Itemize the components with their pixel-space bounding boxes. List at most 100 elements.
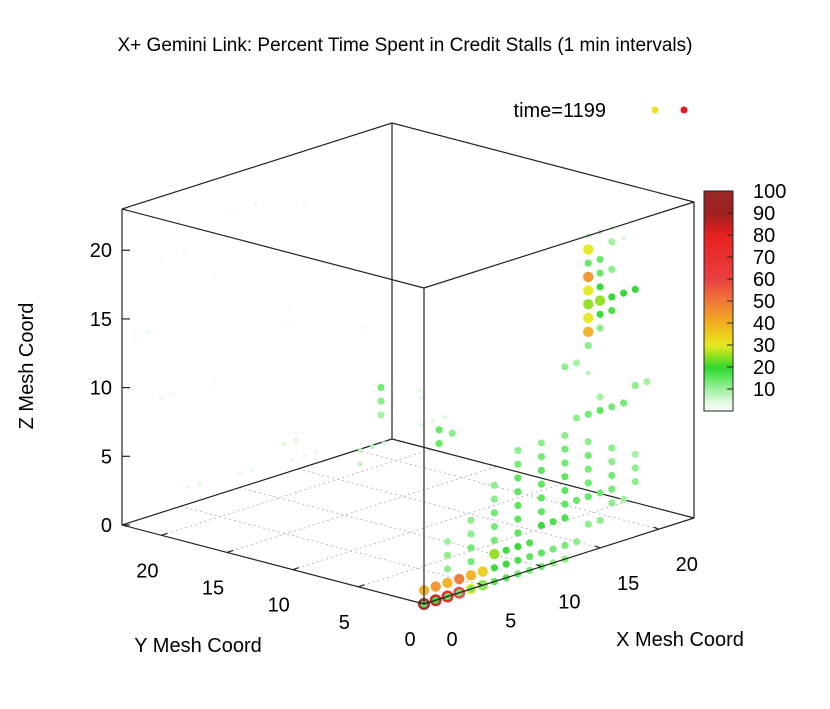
grid-line-y xyxy=(226,466,498,553)
base-grid xyxy=(161,448,659,588)
data-point xyxy=(584,479,592,487)
colorbar-segment xyxy=(704,320,733,324)
z-tick-label: 10 xyxy=(90,378,112,400)
data-point xyxy=(584,259,592,267)
data-point xyxy=(537,494,546,502)
colorbar-segment xyxy=(704,228,733,231)
data-point xyxy=(313,449,319,455)
colorbar-segment xyxy=(704,224,733,227)
colorbar-segment xyxy=(704,369,733,372)
colorbar-segment xyxy=(704,340,733,344)
colorbar-segment xyxy=(704,239,733,242)
colorbar-segment xyxy=(704,292,733,295)
data-point xyxy=(585,370,591,376)
data-point xyxy=(467,558,475,566)
data-point xyxy=(561,473,569,481)
colorbar-segment xyxy=(704,349,733,352)
data-point xyxy=(631,478,639,486)
x-tick-label: 15 xyxy=(617,573,639,595)
colorbar-segment xyxy=(704,270,733,273)
data-point xyxy=(608,293,616,301)
colorbar-segment xyxy=(704,197,733,201)
x-tick-label: 0 xyxy=(446,629,457,651)
colorbar-segment xyxy=(704,406,733,410)
data-point xyxy=(159,258,164,263)
data-point xyxy=(631,382,639,390)
colorbar-segment xyxy=(704,362,733,366)
box-edge xyxy=(391,438,695,519)
colorbar-segment xyxy=(704,309,733,313)
colorbar-segment xyxy=(704,213,733,216)
data-point xyxy=(197,481,202,486)
colorbar-segment xyxy=(704,274,733,278)
colorbar-segment xyxy=(704,246,733,249)
grid-line-x xyxy=(180,505,483,586)
colorbar-tick-label: 70 xyxy=(753,247,775,269)
data-point xyxy=(465,570,477,581)
data-point xyxy=(417,387,423,393)
data-point xyxy=(293,438,299,443)
box-edge xyxy=(121,524,425,605)
data-point xyxy=(594,295,606,306)
data-point xyxy=(584,520,592,528)
colorbar-segment xyxy=(704,195,733,198)
colorbar-segment xyxy=(704,298,733,302)
colorbar-segment xyxy=(704,237,733,240)
data-point xyxy=(381,440,387,446)
box-edge xyxy=(423,517,695,605)
colorbar-segment xyxy=(704,283,733,286)
data-point xyxy=(430,418,436,424)
colorbar-segment xyxy=(704,290,733,293)
x-tick xyxy=(477,582,483,586)
x-axis: 0 5 10 15 20 xyxy=(418,526,698,651)
colorbar-segment xyxy=(704,329,733,333)
data-point xyxy=(561,541,569,550)
colorbar-segment xyxy=(704,230,733,234)
colorbar-segment xyxy=(704,316,733,319)
colorbar-segment xyxy=(704,404,733,407)
data-point xyxy=(514,529,522,537)
data-point xyxy=(526,553,534,561)
colorbar-segment xyxy=(704,202,733,205)
y-tick xyxy=(292,567,299,571)
colorbar-segment xyxy=(704,327,733,330)
data-point xyxy=(377,383,385,391)
data-point xyxy=(596,406,604,415)
colorbar-segment xyxy=(704,276,733,280)
chart-title: X+ Gemini Link: Percent Time Spent in Cr… xyxy=(118,35,693,56)
box-edge xyxy=(391,122,695,203)
data-point xyxy=(490,564,498,572)
data-point xyxy=(490,509,498,517)
data-point xyxy=(443,551,452,559)
box-edge xyxy=(121,208,425,289)
data-point xyxy=(561,363,569,371)
z-axis: 0 5 10 15 20 xyxy=(90,240,130,537)
colorbar-segment xyxy=(704,305,733,308)
colorbar-segment xyxy=(704,248,733,251)
colorbar-segment xyxy=(704,375,733,379)
data-point xyxy=(526,539,534,547)
legend: time=1199 xyxy=(514,100,688,122)
data-point xyxy=(467,516,475,524)
colorbar-segment xyxy=(704,356,733,359)
colorbar-segment xyxy=(704,268,733,271)
colorbar-segment xyxy=(704,221,733,225)
data-point xyxy=(608,265,616,273)
data-point xyxy=(537,453,546,461)
colorbar-segment xyxy=(704,373,733,377)
data-point xyxy=(537,439,546,447)
data-point xyxy=(583,312,594,324)
data-point xyxy=(596,310,604,318)
colorbar-segment xyxy=(704,296,733,300)
colorbar-segment xyxy=(704,217,733,220)
data-point xyxy=(514,446,522,454)
colorbar-segment xyxy=(704,226,733,229)
data-point xyxy=(514,556,522,564)
colorbar-segment xyxy=(704,294,733,297)
data-point xyxy=(467,530,475,538)
y-tick xyxy=(423,601,431,605)
box-edge xyxy=(121,438,393,526)
colorbar-segment xyxy=(704,208,733,212)
data-point xyxy=(159,395,164,401)
y-tick-label: 10 xyxy=(268,595,290,617)
